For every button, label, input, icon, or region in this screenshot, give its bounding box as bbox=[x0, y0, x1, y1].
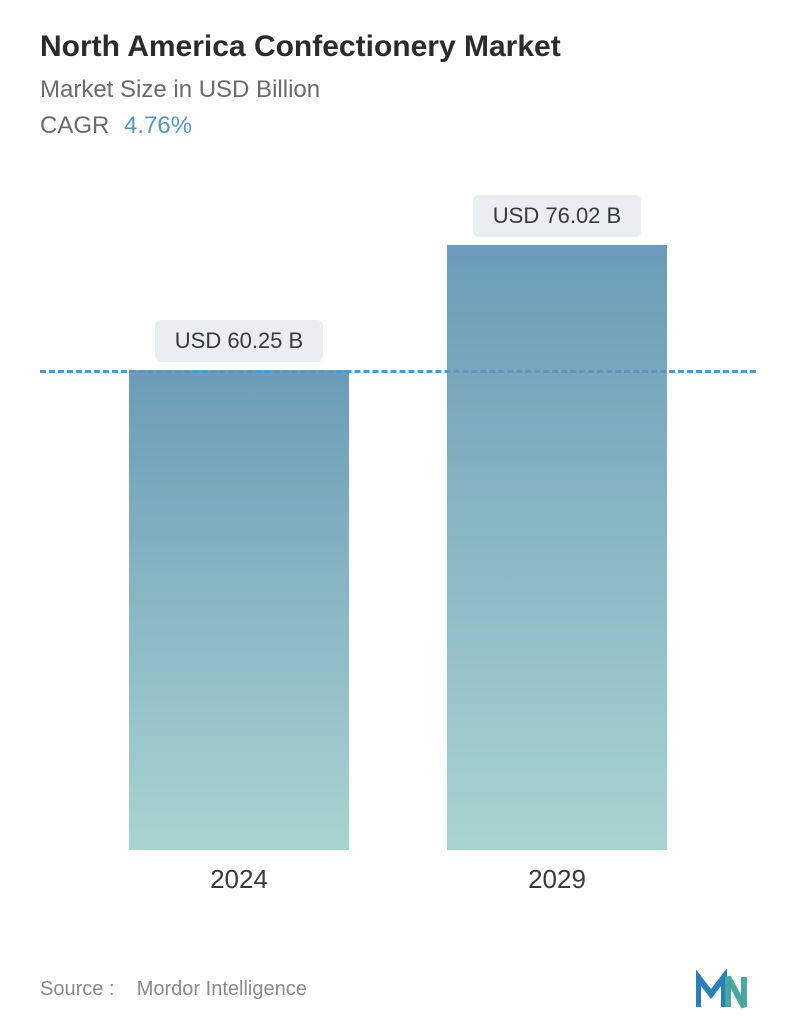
source-text: Source : Mordor Intelligence bbox=[40, 978, 307, 1001]
year-label-1: 2029 bbox=[447, 864, 667, 895]
value-label-1: USD 76.02 B bbox=[473, 195, 641, 237]
chart-subtitle: Market Size in USD Billion bbox=[40, 76, 756, 104]
source-value: Mordor Intelligence bbox=[137, 978, 307, 1000]
chart-title: North America Confectionery Market bbox=[40, 30, 756, 64]
bars-container: USD 60.25 B 2024 USD 76.02 B 2029 bbox=[40, 180, 756, 850]
value-label-0: USD 60.25 B bbox=[155, 320, 323, 362]
cagr-value: 4.76% bbox=[124, 112, 192, 139]
chart-header: North America Confectionery Market Marke… bbox=[40, 30, 756, 140]
bar-0 bbox=[129, 370, 349, 850]
cagr-label: CAGR bbox=[40, 112, 109, 139]
bar-group-0: USD 60.25 B 2024 bbox=[129, 320, 349, 850]
reference-dashed-line bbox=[40, 370, 756, 373]
chart-area: USD 60.25 B 2024 USD 76.02 B 2029 bbox=[40, 180, 756, 900]
chart-footer: Source : Mordor Intelligence bbox=[40, 969, 756, 1009]
cagr-row: CAGR 4.76% bbox=[40, 112, 756, 140]
bar-1 bbox=[447, 245, 667, 850]
source-label: Source : bbox=[40, 978, 114, 1000]
year-label-0: 2024 bbox=[129, 864, 349, 895]
mordor-logo-icon bbox=[696, 969, 756, 1009]
bar-group-1: USD 76.02 B 2029 bbox=[447, 195, 667, 850]
